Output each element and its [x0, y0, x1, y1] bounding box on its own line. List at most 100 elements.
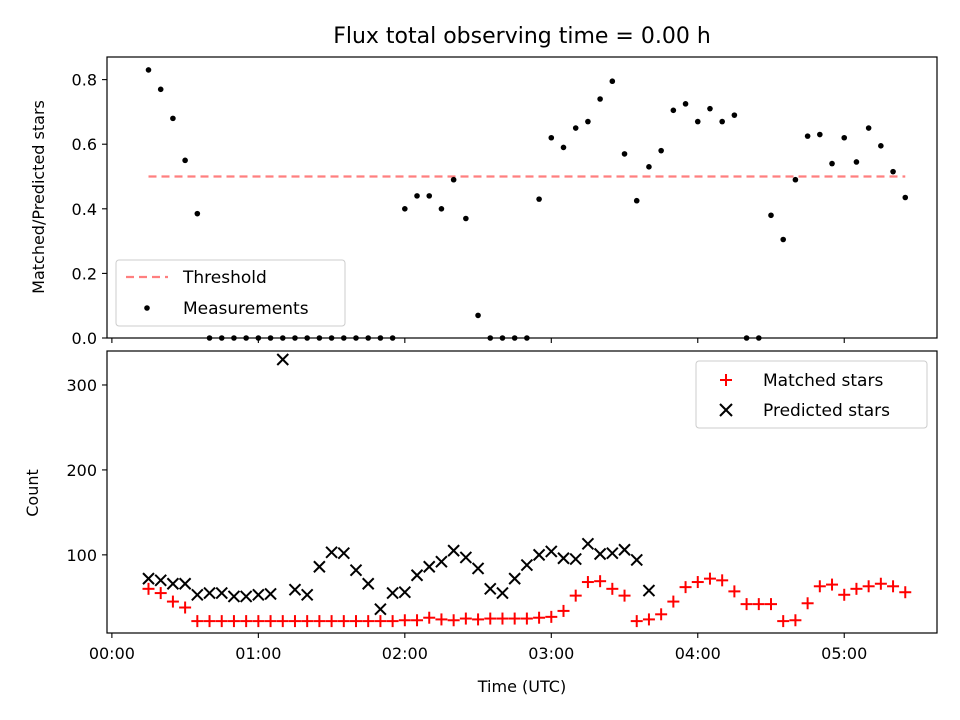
measurement-point	[902, 194, 909, 201]
predicted-point	[508, 572, 521, 585]
measurement-point	[633, 197, 640, 204]
measurement-point	[402, 206, 408, 212]
matched-point	[154, 587, 167, 600]
predicted-point	[276, 353, 289, 366]
ratio-panel-legend: Threshold Measurements	[115, 259, 346, 327]
predicted-point	[203, 586, 216, 600]
predicted-point	[423, 560, 436, 573]
measurement-point	[182, 157, 188, 164]
predicted-point	[398, 586, 412, 599]
measurement-point	[621, 151, 628, 157]
counts-legend-box	[695, 360, 928, 429]
measurement-point	[682, 101, 689, 107]
matched-point	[569, 589, 582, 602]
ratio-panel: 0.0 0.2 0.4 0.6 0.8 Threshold Measurements	[72, 56, 938, 348]
counts-panel-frame	[106, 350, 938, 634]
predicted-point	[496, 586, 509, 600]
matched-point	[703, 572, 716, 585]
predicted-point	[142, 572, 155, 585]
predicted-point	[520, 558, 534, 572]
matched-point	[728, 585, 741, 598]
ratio-panel-frame	[106, 56, 938, 339]
measurement-point	[609, 78, 616, 85]
matched-point	[630, 615, 643, 628]
measurement-point	[536, 196, 542, 202]
ratio-panel-ticks: 0.0 0.2 0.4 0.6 0.8	[72, 71, 845, 348]
matched-point	[215, 615, 228, 628]
matched-point	[447, 614, 460, 627]
matched-point	[667, 595, 680, 608]
matched-point	[337, 615, 350, 628]
ratio-y-tick-label: 0.0	[72, 329, 97, 348]
predicted-point	[557, 552, 570, 565]
matched-point	[203, 615, 216, 628]
matched-point	[862, 580, 875, 593]
matched-point	[826, 578, 839, 591]
matched-legend-label: Matched stars	[763, 371, 883, 391]
ratio-y-tick-label: 0.6	[72, 135, 97, 154]
matched-point	[606, 582, 619, 595]
matched-point	[642, 613, 655, 626]
predicted-point	[593, 547, 607, 561]
measurement-point	[560, 144, 567, 151]
predicted-point	[459, 551, 473, 564]
time-x-tick-label: 02:00	[382, 644, 428, 663]
ratio-y-tick-label: 0.4	[72, 200, 97, 219]
measurement-point	[804, 133, 811, 139]
matched-point	[252, 615, 265, 628]
predicted-point	[166, 577, 180, 590]
predicted-point	[435, 555, 448, 568]
matched-point	[472, 613, 485, 626]
predicted-point	[215, 586, 228, 600]
predicted-point	[178, 577, 192, 590]
predicted-point	[191, 588, 204, 601]
threshold-legend-label: Threshold	[182, 268, 267, 288]
matched-point	[740, 598, 753, 611]
predicted-point	[361, 577, 375, 590]
matched-point	[411, 614, 424, 627]
counts-panel-legend: Matched stars Predicted stars	[695, 360, 928, 429]
matched-point	[325, 615, 338, 628]
measurement-point	[792, 176, 799, 183]
ratio-legend-box	[115, 259, 346, 327]
top-y-axis-label: Matched/Predicted stars	[29, 100, 48, 294]
measurements-legend-swatch	[144, 305, 150, 311]
matched-point	[374, 615, 387, 628]
matched-point	[423, 611, 436, 624]
predicted-point	[288, 583, 302, 596]
measurement-point	[841, 134, 848, 141]
predicted-point	[252, 588, 265, 601]
matched-point	[288, 615, 301, 628]
matched-point	[801, 597, 814, 610]
counts-panel-marks	[142, 353, 912, 628]
counts-panel-ticks: 100 200 300 00:00 01:00 02:00 03:00 04:00 05:00	[66, 376, 867, 663]
time-x-tick-label: 01:00	[235, 644, 281, 663]
measurement-point	[145, 67, 152, 73]
ratio-y-tick-label: 0.8	[72, 71, 97, 90]
time-x-tick-label: 05:00	[821, 644, 867, 663]
time-x-tick-label: 03:00	[528, 644, 574, 663]
count-y-tick-label: 100	[66, 546, 97, 565]
predicted-point	[471, 562, 485, 575]
measurement-point	[463, 215, 469, 222]
predicted-point	[239, 590, 253, 603]
matched-point	[545, 610, 558, 623]
time-x-tick-label: 00:00	[89, 644, 135, 663]
measurement-point	[878, 143, 884, 149]
predicted-point	[337, 546, 351, 560]
matched-point	[264, 615, 277, 628]
matched-point	[752, 598, 765, 611]
matched-point	[362, 615, 375, 628]
measurement-point	[414, 193, 420, 199]
matched-point	[386, 615, 399, 628]
measurement-point	[853, 159, 860, 165]
predicted-point	[642, 584, 656, 597]
measurement-point	[694, 118, 701, 125]
matched-point	[716, 574, 729, 587]
ratio-y-tick-label: 0.2	[72, 264, 97, 283]
chart-title: Flux total observing time = 0.00 h	[333, 24, 711, 49]
predicted-legend-swatch	[719, 403, 733, 417]
measurement-point	[646, 164, 652, 170]
matched-point	[520, 612, 533, 625]
